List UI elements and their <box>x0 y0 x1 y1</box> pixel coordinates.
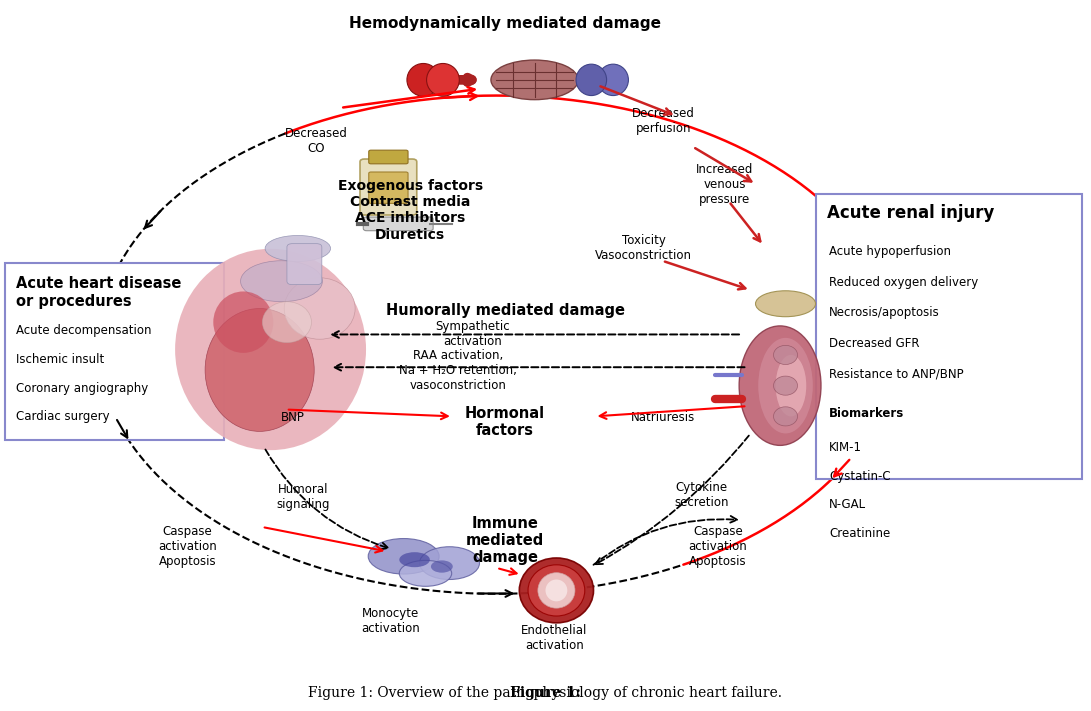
Text: Humorally mediated damage: Humorally mediated damage <box>385 303 625 318</box>
Ellipse shape <box>399 552 430 567</box>
Text: Acute heart disease
or procedures: Acute heart disease or procedures <box>16 277 182 309</box>
Ellipse shape <box>265 235 331 262</box>
Text: Ischemic insult: Ischemic insult <box>16 353 105 366</box>
Text: KIM-1: KIM-1 <box>829 441 862 454</box>
Text: RAA activation,
Na + H₂O retention,
vasoconstriction: RAA activation, Na + H₂O retention, vaso… <box>399 349 517 392</box>
Ellipse shape <box>758 338 813 434</box>
Text: Sympathetic
activation: Sympathetic activation <box>435 321 509 348</box>
Text: Acute renal injury: Acute renal injury <box>827 204 994 222</box>
Text: BNP: BNP <box>280 411 304 424</box>
Ellipse shape <box>419 547 480 579</box>
Ellipse shape <box>776 355 806 417</box>
Ellipse shape <box>576 64 607 95</box>
Ellipse shape <box>774 407 798 426</box>
Ellipse shape <box>214 292 273 353</box>
Ellipse shape <box>407 63 440 96</box>
Text: Figure 1: Overview of the pathophysiology of chronic heart failure.: Figure 1: Overview of the pathophysiolog… <box>309 685 782 700</box>
Ellipse shape <box>598 64 628 95</box>
Ellipse shape <box>774 376 798 395</box>
Text: Toxicity
Vasoconstriction: Toxicity Vasoconstriction <box>596 234 692 262</box>
Text: Reduced oxygen delivery: Reduced oxygen delivery <box>829 276 979 289</box>
Ellipse shape <box>491 60 578 100</box>
Text: Increased
venous
pressure: Increased venous pressure <box>696 163 753 205</box>
Ellipse shape <box>755 291 816 316</box>
Ellipse shape <box>528 565 585 616</box>
Text: N-GAL: N-GAL <box>829 498 866 511</box>
Text: Necrosis/apoptosis: Necrosis/apoptosis <box>829 306 940 319</box>
Text: Hemodynamically mediated damage: Hemodynamically mediated damage <box>349 16 661 31</box>
Text: Coronary angiography: Coronary angiography <box>16 382 148 395</box>
FancyBboxPatch shape <box>360 159 417 215</box>
Ellipse shape <box>262 301 312 343</box>
Ellipse shape <box>205 309 314 432</box>
Ellipse shape <box>369 538 439 574</box>
Text: Decreased GFR: Decreased GFR <box>829 337 920 351</box>
Ellipse shape <box>546 579 567 602</box>
Text: Caspase
activation
Apoptosis: Caspase activation Apoptosis <box>158 525 217 567</box>
Text: Hormonal
factors: Hormonal factors <box>465 405 546 438</box>
Text: Caspase
activation
Apoptosis: Caspase activation Apoptosis <box>688 525 747 567</box>
Text: Natriuresis: Natriuresis <box>632 411 695 424</box>
Text: Cystatin-C: Cystatin-C <box>829 469 890 483</box>
Ellipse shape <box>284 278 355 339</box>
Ellipse shape <box>740 326 820 445</box>
FancyBboxPatch shape <box>816 194 1082 479</box>
Text: Biomarkers: Biomarkers <box>829 407 904 419</box>
FancyBboxPatch shape <box>369 172 408 203</box>
Ellipse shape <box>431 560 453 572</box>
Ellipse shape <box>427 63 459 96</box>
Ellipse shape <box>774 346 798 365</box>
Text: Endothelial
activation: Endothelial activation <box>521 624 587 652</box>
FancyBboxPatch shape <box>363 217 433 230</box>
FancyBboxPatch shape <box>5 263 224 440</box>
Text: Exogenous factors
Contrast media
ACE inhibitors
Diuretics: Exogenous factors Contrast media ACE inh… <box>337 179 483 242</box>
FancyBboxPatch shape <box>369 150 408 164</box>
Text: Acute hypoperfusion: Acute hypoperfusion <box>829 245 951 258</box>
Ellipse shape <box>241 261 323 301</box>
Text: Acute decompensation: Acute decompensation <box>16 324 152 337</box>
Text: Creatinine: Creatinine <box>829 527 890 540</box>
Text: Cytokine
secretion: Cytokine secretion <box>674 481 729 509</box>
Text: Immune
mediated
damage: Immune mediated damage <box>466 515 544 565</box>
Ellipse shape <box>399 560 452 587</box>
Text: Decreased
perfusion: Decreased perfusion <box>632 107 695 136</box>
Text: Resistance to ANP/BNP: Resistance to ANP/BNP <box>829 368 963 381</box>
Text: Figure 1:: Figure 1: <box>511 685 580 700</box>
Text: Humoral
signaling: Humoral signaling <box>276 483 331 511</box>
Ellipse shape <box>519 558 594 623</box>
FancyBboxPatch shape <box>287 244 322 284</box>
Text: Cardiac surgery: Cardiac surgery <box>16 410 110 423</box>
Ellipse shape <box>538 572 575 608</box>
Ellipse shape <box>175 249 365 450</box>
Text: Decreased
CO: Decreased CO <box>285 127 348 155</box>
Text: Monocyte
activation: Monocyte activation <box>361 607 420 635</box>
